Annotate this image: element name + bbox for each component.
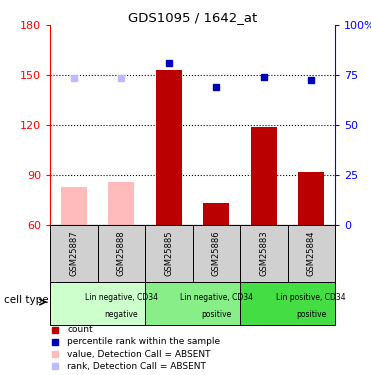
Text: rank, Detection Call = ABSENT: rank, Detection Call = ABSENT bbox=[67, 362, 206, 370]
Bar bbox=[251, 127, 277, 225]
Bar bbox=[240, 282, 335, 325]
Bar bbox=[50, 225, 98, 282]
Text: GSM25887: GSM25887 bbox=[69, 231, 78, 276]
Text: GSM25884: GSM25884 bbox=[307, 231, 316, 276]
Text: GSM25885: GSM25885 bbox=[164, 231, 173, 276]
Bar bbox=[145, 225, 193, 282]
Text: negative: negative bbox=[105, 310, 138, 319]
Text: percentile rank within the sample: percentile rank within the sample bbox=[67, 338, 220, 346]
Bar bbox=[61, 187, 87, 225]
Text: positive: positive bbox=[201, 310, 232, 319]
Bar bbox=[240, 225, 288, 282]
Text: GSM25888: GSM25888 bbox=[117, 231, 126, 276]
Bar bbox=[108, 182, 134, 225]
Bar bbox=[203, 203, 229, 225]
Text: GSM25886: GSM25886 bbox=[212, 231, 221, 276]
Text: Lin negative, CD34: Lin negative, CD34 bbox=[180, 292, 253, 302]
Bar bbox=[50, 282, 145, 325]
Bar bbox=[193, 225, 240, 282]
Text: GSM25883: GSM25883 bbox=[259, 231, 268, 276]
Text: Lin negative, CD34: Lin negative, CD34 bbox=[85, 292, 158, 302]
Bar bbox=[98, 225, 145, 282]
Bar bbox=[145, 282, 240, 325]
Text: count: count bbox=[67, 326, 93, 334]
Text: positive: positive bbox=[296, 310, 326, 319]
Bar bbox=[298, 172, 324, 225]
Bar bbox=[288, 225, 335, 282]
Text: value, Detection Call = ABSENT: value, Detection Call = ABSENT bbox=[67, 350, 210, 358]
Bar bbox=[156, 70, 182, 225]
Text: cell type: cell type bbox=[4, 295, 48, 305]
Text: Lin positive, CD34: Lin positive, CD34 bbox=[276, 292, 346, 302]
Title: GDS1095 / 1642_at: GDS1095 / 1642_at bbox=[128, 11, 257, 24]
